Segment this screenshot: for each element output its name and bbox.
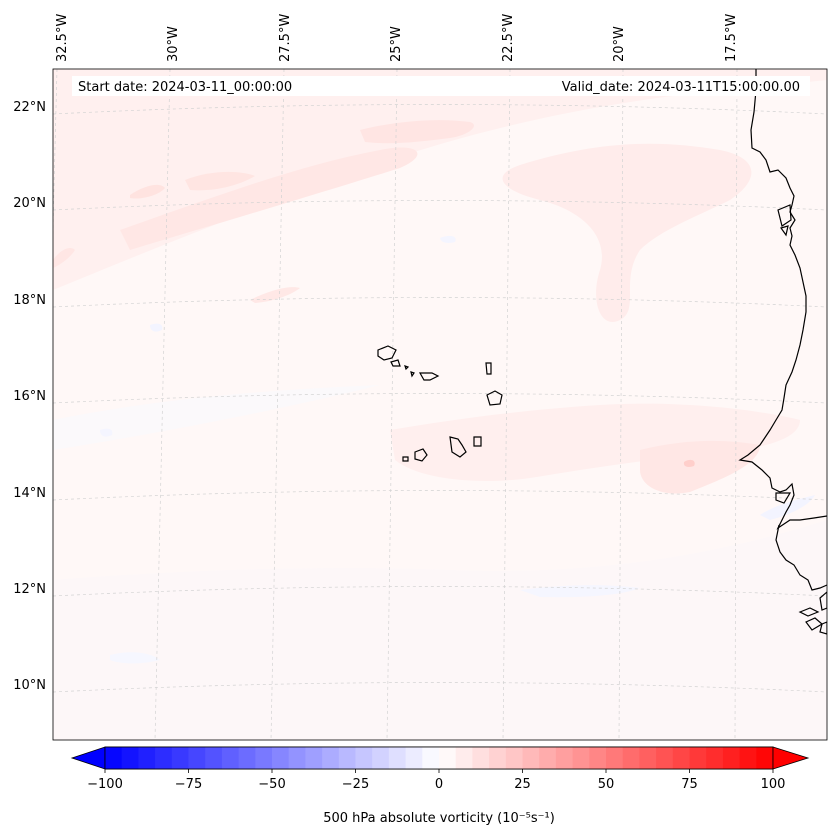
colorbar-band [355, 747, 373, 769]
lat-label: 14°N [13, 486, 46, 501]
colorbar-band [422, 747, 440, 769]
coastline [738, 69, 827, 635]
colorbar-band [171, 747, 189, 769]
colorbar-tick-label: −25 [342, 777, 369, 792]
colorbar-band [238, 747, 256, 769]
colorbar-band [138, 747, 156, 769]
header-box [72, 76, 810, 96]
colorbar-band [656, 747, 674, 769]
lat-label: 22°N [13, 100, 46, 115]
colorbar-band [205, 747, 223, 769]
colorbar-tick-label: 50 [598, 777, 615, 792]
lat-label: 10°N [13, 678, 46, 693]
santiago-island [449, 436, 467, 458]
colorbar-band [689, 747, 707, 769]
colorbar-band [489, 747, 507, 769]
lat-label: 12°N [13, 582, 46, 597]
lon-label: 22.5°W [501, 14, 516, 62]
longitude-labels: 32.5°W 30°W 27.5°W 25°W 22.5°W 20°W 17.5… [55, 14, 739, 62]
colorbar-band [739, 747, 757, 769]
colorbar-label: 500 hPa absolute vorticity (10⁻⁵s⁻¹) [323, 811, 555, 826]
colorbar-band [639, 747, 657, 769]
cape-verde-islands [377, 345, 503, 462]
colorbar-band [221, 747, 239, 769]
lon-label: 17.5°W [724, 14, 739, 62]
santo-antao-island [377, 345, 397, 361]
colorbar-band [505, 747, 523, 769]
colorbar-band [322, 747, 340, 769]
colorbar-band [105, 747, 123, 769]
colorbar-tick-label: −75 [175, 777, 202, 792]
map-panel: Start date: 2024-03-11_00:00:00 Valid_da… [13, 14, 828, 741]
colorbar-bands [104, 746, 774, 770]
small-islet [410, 371, 415, 378]
colorbar-band [455, 747, 473, 769]
colorbar-min-extend [70, 746, 106, 770]
sao-nicolau-island [418, 372, 440, 381]
lon-label: 27.5°W [278, 14, 293, 62]
colorbar-tick-label: 75 [681, 777, 698, 792]
colorbar-band [606, 747, 624, 769]
start-date-label: Start date: 2024-03-11_00:00:00 [78, 80, 292, 95]
latitude-labels: 22°N 20°N 18°N 16°N 14°N 12°N 10°N [13, 100, 46, 693]
lat-label: 20°N [13, 196, 46, 211]
colorbar-band [305, 747, 323, 769]
lon-label: 32.5°W [55, 14, 70, 62]
colorbar-band [539, 747, 557, 769]
colorbar-tick-label: 100 [761, 777, 786, 792]
colorbar: −100 −75 −50 −25 0 25 50 75 100 500 hPa absolute… [70, 746, 810, 826]
colorbar-ticks: −100 −75 −50 −25 0 25 50 75 100 [87, 769, 785, 792]
colorbar-tick-label: 25 [514, 777, 531, 792]
colorbar-band [272, 747, 290, 769]
colorbar-band [439, 747, 457, 769]
lat-label: 16°N [13, 389, 46, 404]
sao-vicente-island [390, 359, 401, 367]
map-frame [52, 68, 828, 741]
colorbar-band [572, 747, 590, 769]
colorbar-tick-label: 0 [435, 777, 443, 792]
colorbar-band [555, 747, 573, 769]
colorbar-band [288, 747, 306, 769]
brava-island [402, 456, 409, 462]
boa-vista-island [486, 390, 503, 406]
maio-island [473, 436, 482, 447]
graticule [53, 69, 827, 740]
colorbar-band [706, 747, 724, 769]
colorbar-band [155, 747, 173, 769]
colorbar-tick-label: −100 [87, 777, 123, 792]
santa-luzia-island [404, 365, 410, 371]
lon-label: 25°W [389, 26, 404, 62]
colorbar-max-extend [772, 746, 810, 770]
colorbar-band [388, 747, 406, 769]
colorbar-band [338, 747, 356, 769]
colorbar-tick-label: −50 [258, 777, 285, 792]
sal-island [485, 362, 492, 375]
colorbar-band [405, 747, 423, 769]
colorbar-band [255, 747, 273, 769]
colorbar-band [121, 747, 139, 769]
colorbar-band [372, 747, 390, 769]
colorbar-band [722, 747, 740, 769]
colorbar-band [188, 747, 206, 769]
colorbar-band [522, 747, 540, 769]
lon-label: 20°W [612, 26, 627, 62]
colorbar-band [672, 747, 690, 769]
colorbar-band [472, 747, 490, 769]
fogo-island [414, 448, 428, 462]
lon-label: 30°W [166, 26, 181, 62]
lat-label: 18°N [13, 293, 46, 308]
valid-date-label: Valid_date: 2024-03-11T15:00:00.00 [562, 80, 800, 95]
colorbar-band [622, 747, 640, 769]
colorbar-band [589, 747, 607, 769]
colorbar-band [756, 747, 774, 769]
